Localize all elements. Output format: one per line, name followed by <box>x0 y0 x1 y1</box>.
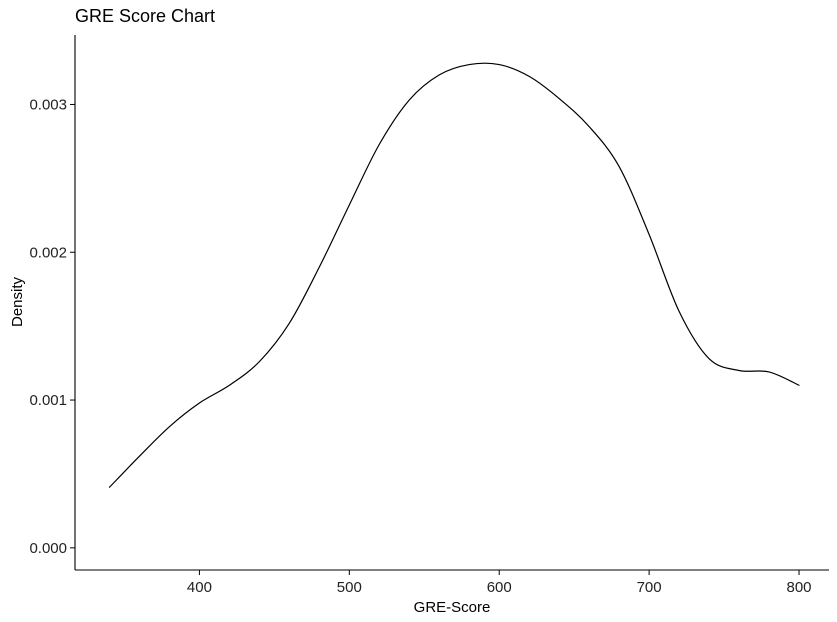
plot-area: 0.000 0.001 0.002 0.003 400 500 600 700 800 <box>29 35 829 596</box>
density-curve <box>108 62 800 488</box>
y-axis-ticks: 0.000 0.001 0.002 0.003 <box>29 96 75 557</box>
x-tick-label: 600 <box>487 579 512 596</box>
x-axis-ticks: 400 500 600 700 800 <box>187 570 812 596</box>
x-tick-label: 400 <box>187 579 212 596</box>
y-axis-label: Density <box>9 276 26 327</box>
y-tick-label: 0.000 <box>29 540 67 557</box>
x-axis-label: GRE-Score <box>414 599 491 616</box>
y-tick-label: 0.003 <box>29 96 67 113</box>
x-tick-label: 700 <box>637 579 662 596</box>
chart-title: GRE Score Chart <box>75 6 215 26</box>
x-tick-label: 500 <box>337 579 362 596</box>
y-tick-label: 0.001 <box>29 392 67 409</box>
y-tick-label: 0.002 <box>29 244 67 261</box>
x-tick-label: 800 <box>787 579 812 596</box>
